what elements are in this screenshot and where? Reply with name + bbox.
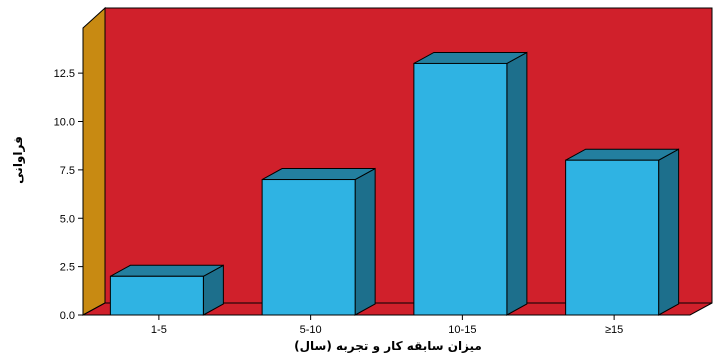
bar-top-face [110,264,224,277]
bar [565,148,680,316]
y-tick-label: 2.5 [60,262,75,274]
x-tick-label: 1-5 [151,324,167,336]
side-wall [82,6,106,316]
y-axis-title: فراوانی [11,136,26,184]
x-tick-label: 10-15 [448,324,476,336]
bar-top-face [565,148,679,161]
bar-side-face [354,167,376,316]
bar-top-face [413,51,528,64]
bar-front-face [413,62,508,316]
bar-top-face [261,168,376,181]
bar-front-face [261,179,356,316]
bar [413,51,528,316]
y-tick-label: 12.5 [54,68,75,80]
bars [109,51,680,316]
bar-front-face [109,275,204,316]
x-tick-label: ≥15 [605,324,623,336]
bar [109,264,224,316]
bar-side-face [658,148,680,316]
y-tick-label: 7.5 [60,165,75,177]
y-tick-label: 10.0 [54,117,75,129]
x-axis-title: میزان سابقه کار و تجربه (سال) [294,339,482,354]
x-tick-label: 5-10 [300,324,322,336]
y-tick-label: 5.0 [60,213,75,225]
bar-side-face [506,51,528,316]
bar [261,167,376,316]
y-axis: 0.0 2.5 5.0 7.5 10.0 12.5 [54,28,84,322]
bar-front-face [565,159,660,316]
x-axis: 1-5 5-10 10-15 ≥15 [83,314,690,336]
y-tick-label: 0.0 [60,310,75,322]
